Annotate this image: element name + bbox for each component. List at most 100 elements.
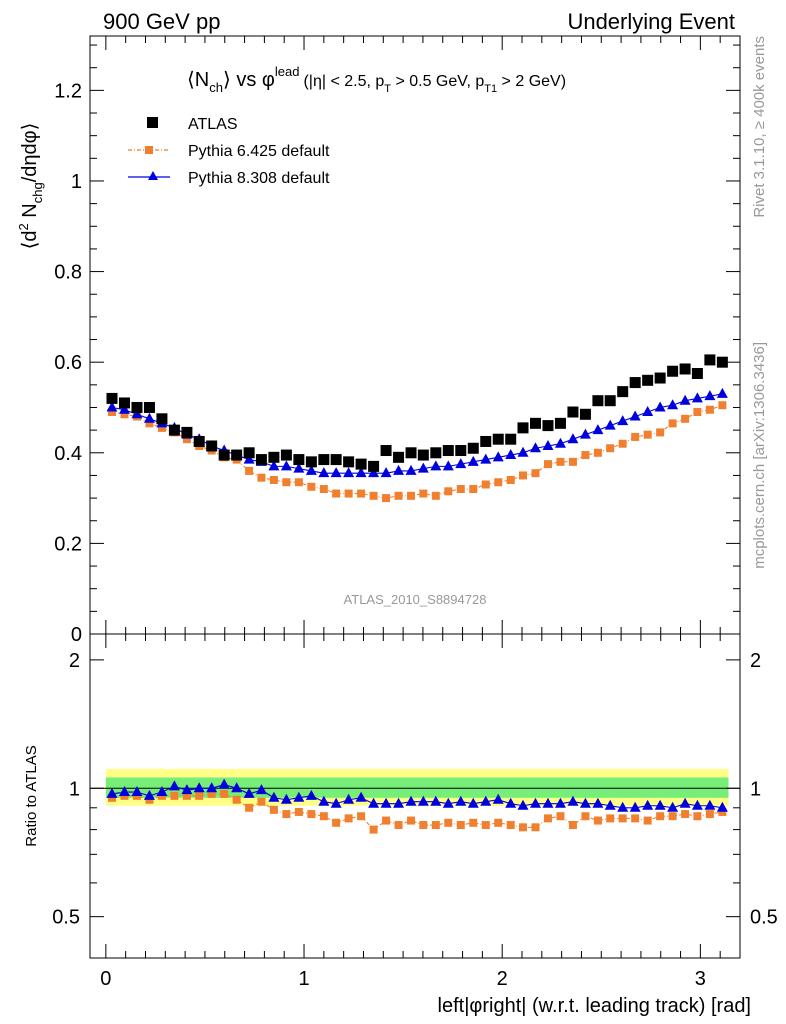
py6-ratio-point — [444, 818, 453, 827]
py6-point — [294, 478, 303, 487]
py8-point — [542, 439, 554, 450]
ratio-y-tick-label: 2 — [69, 650, 80, 672]
py8-ratio-point — [505, 797, 517, 808]
py8-ratio-point — [318, 795, 330, 806]
py6-point — [643, 430, 652, 439]
py6-point — [332, 489, 341, 498]
py6-point — [568, 457, 577, 466]
py6-ratio-point — [332, 818, 341, 827]
py6-point — [506, 475, 515, 484]
atlas-point — [118, 397, 130, 409]
ratio-y-tick-label-right: 2 — [750, 650, 761, 672]
py6-ratio-point — [369, 825, 378, 834]
py6-point — [469, 485, 478, 494]
py6-ratio-point — [469, 818, 478, 827]
py8-ratio-point — [592, 797, 604, 808]
py8-ratio-point — [355, 791, 367, 802]
py8-ratio-point — [629, 801, 641, 812]
py8-point — [417, 462, 429, 473]
py8-point — [118, 403, 130, 414]
header-left-label: 900 GeV pp — [103, 9, 220, 34]
py8-ratio-point — [667, 801, 679, 812]
y-label-part-a: ⟨d — [19, 230, 41, 249]
py6-ratio-point — [531, 823, 540, 832]
py8-point — [318, 467, 330, 478]
py8-ratio-point — [255, 784, 267, 795]
py8-ratio-point — [405, 795, 417, 806]
py8-ratio-point — [430, 795, 442, 806]
py8-point — [243, 453, 255, 464]
main-data-points — [106, 354, 728, 503]
py8-point — [293, 462, 305, 473]
main-y-axis-label: ⟨d2 Nchg/dηdφ⟩ — [16, 123, 45, 250]
py8-ratio-point — [118, 786, 130, 797]
atlas-point — [231, 449, 243, 461]
py6-ratio-point — [643, 816, 652, 825]
py6-point — [344, 489, 353, 498]
main-y-tick-label: 1.2 — [54, 80, 82, 102]
py6-ratio-point — [344, 814, 353, 823]
py8-point — [505, 449, 517, 460]
py8-point — [467, 455, 479, 466]
legend-py6-label: Pythia 6.425 default — [188, 143, 330, 160]
title-cuts-b: > 0.5 GeV, p — [391, 73, 484, 90]
main-y-ticks: 0 0.2 0.4 0.6 0.8 1 1.2 — [54, 44, 740, 646]
atlas-point — [156, 413, 168, 425]
py6-point — [245, 466, 254, 475]
py6-point — [107, 408, 116, 417]
py8-ratio-point — [131, 786, 143, 797]
py6-ratio-point — [556, 812, 565, 821]
py6-ratio-point — [568, 821, 577, 830]
py8-ratio-point — [679, 797, 691, 808]
atlas-point — [330, 454, 342, 466]
py6-point — [319, 485, 328, 494]
y-label-sup: 2 — [16, 223, 31, 230]
atlas-point — [206, 440, 218, 452]
atlas-point — [592, 395, 604, 407]
py8-point — [554, 437, 566, 448]
py8-ratio-point — [691, 799, 703, 810]
legend-atlas-label: ATLAS — [188, 116, 238, 133]
py6-point — [182, 435, 191, 444]
atlas-point — [393, 451, 405, 463]
main-y-tick-label: 0.6 — [54, 352, 82, 374]
py6-point — [593, 448, 602, 457]
py8-point — [106, 401, 118, 412]
y-label-part-c: /dηdφ⟩ — [19, 123, 41, 183]
mcplots-label: mcplots.cern.ch [arXiv:1306.3436] — [751, 342, 768, 569]
py6-ratio-point — [282, 810, 291, 819]
py6-ratio-point — [419, 821, 428, 830]
py6-ratio-point — [195, 791, 204, 800]
title-main-sup: lead — [275, 64, 300, 79]
atlas-point — [181, 426, 193, 438]
py8-line — [111, 393, 723, 474]
py8-point — [679, 394, 691, 405]
py8-point — [380, 467, 392, 478]
ratio-x-ticks: 0 1 2 3 — [100, 634, 721, 990]
py6-point — [307, 482, 316, 491]
ratio-panel: 0.5 0.5 1 1 2 2 0 1 2 3 Ratio to ATLAS left|φrig… — [23, 633, 778, 1017]
py6-ratio-point — [307, 810, 316, 819]
atlas-point — [617, 386, 629, 398]
py6-ratio-point — [668, 812, 677, 821]
analysis-watermark: ATLAS_2010_S8894728 — [344, 592, 487, 607]
atlas-point — [355, 458, 367, 470]
py6-ratio-point — [631, 814, 640, 823]
legend: ATLAS Pythia 6.425 default Pythia 8.308 … — [128, 116, 330, 187]
py8-ratio-point — [604, 799, 616, 810]
ratio-y-tick-label-right: 1 — [750, 778, 761, 800]
py8-ratio-point — [442, 797, 454, 808]
py8-point — [654, 401, 666, 412]
py6-point — [444, 487, 453, 496]
py8-point — [268, 460, 280, 471]
py8-ratio-point — [579, 797, 591, 808]
py6-point — [269, 475, 278, 484]
py8-ratio-point — [417, 795, 429, 806]
py6-point — [543, 460, 552, 469]
py6-point — [481, 480, 490, 489]
py8-ratio-point — [106, 787, 118, 798]
py6-ratio-point — [593, 816, 602, 825]
atlas-point — [380, 445, 392, 457]
atlas-point — [517, 422, 529, 434]
py6-point — [494, 478, 503, 487]
